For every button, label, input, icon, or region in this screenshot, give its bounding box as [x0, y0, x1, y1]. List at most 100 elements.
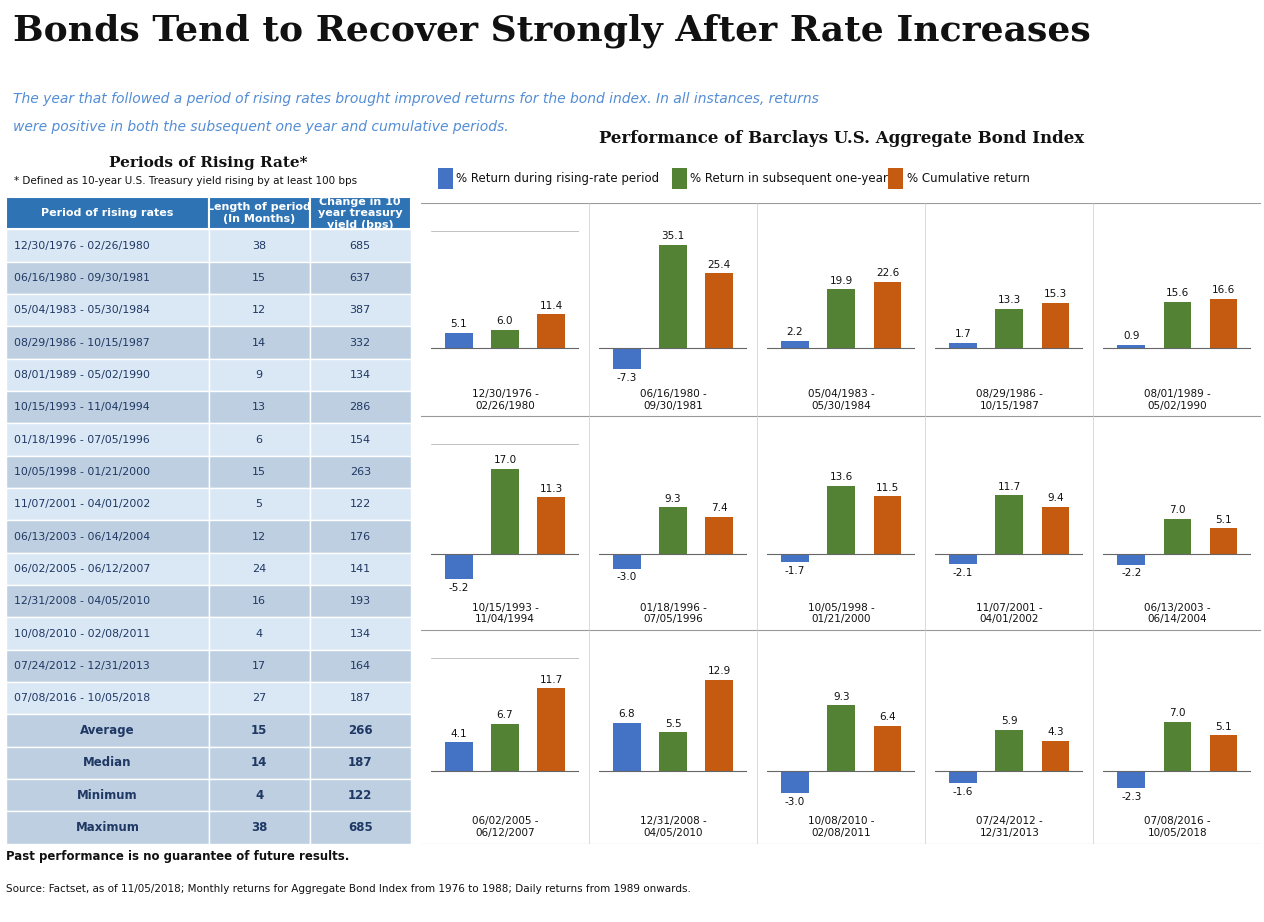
Bar — [209, 359, 310, 391]
Text: 07/24/2012 - 12/31/2013: 07/24/2012 - 12/31/2013 — [14, 661, 150, 671]
Text: 06/16/1980 -
09/30/1981: 06/16/1980 - 09/30/1981 — [640, 389, 707, 411]
Text: 12/30/1976 - 02/26/1980: 12/30/1976 - 02/26/1980 — [14, 241, 150, 251]
Text: 07/24/2012 -
12/31/2013: 07/24/2012 - 12/31/2013 — [976, 816, 1043, 838]
Bar — [6, 294, 209, 326]
Bar — [6, 715, 209, 747]
Text: 5.5: 5.5 — [665, 718, 681, 728]
Text: 17.0: 17.0 — [493, 455, 517, 466]
Bar — [310, 391, 411, 423]
Text: 11.7: 11.7 — [540, 675, 562, 685]
Bar — [660, 732, 686, 772]
Text: 15: 15 — [252, 467, 267, 477]
Bar — [1210, 299, 1237, 348]
Text: 16: 16 — [252, 597, 267, 606]
Text: 164: 164 — [350, 661, 370, 671]
Text: 01/18/1996 - 07/05/1996: 01/18/1996 - 07/05/1996 — [14, 434, 150, 444]
Text: 193: 193 — [350, 597, 370, 606]
Text: 08/01/1989 -
05/02/1990: 08/01/1989 - 05/02/1990 — [1144, 389, 1211, 411]
Text: 134: 134 — [350, 629, 370, 639]
Text: 08/29/1986 - 10/15/1987: 08/29/1986 - 10/15/1987 — [14, 337, 150, 348]
Text: 38: 38 — [252, 821, 267, 834]
Bar — [492, 469, 518, 553]
Text: 12: 12 — [252, 531, 267, 541]
Text: 15.6: 15.6 — [1165, 289, 1189, 298]
Bar — [1164, 722, 1191, 772]
Text: Periods of Rising Rate*: Periods of Rising Rate* — [109, 156, 308, 170]
Text: Minimum: Minimum — [77, 788, 138, 801]
Text: 176: 176 — [350, 531, 370, 541]
Text: 9.4: 9.4 — [1047, 493, 1064, 503]
Text: 12: 12 — [252, 305, 267, 315]
Bar — [705, 273, 733, 348]
Text: 17: 17 — [252, 661, 267, 671]
Text: 05/04/1983 - 05/30/1984: 05/04/1983 - 05/30/1984 — [14, 305, 150, 315]
Text: 5.9: 5.9 — [1001, 715, 1018, 726]
Text: 11/07/2001 - 04/01/2002: 11/07/2001 - 04/01/2002 — [14, 499, 150, 509]
Text: 2.2: 2.2 — [786, 327, 804, 337]
Text: 4.1: 4.1 — [450, 728, 468, 739]
Bar — [828, 486, 854, 553]
Bar — [310, 423, 411, 455]
Bar — [537, 689, 565, 772]
Bar — [6, 520, 209, 552]
Text: 11.5: 11.5 — [876, 483, 899, 492]
Bar — [781, 553, 809, 562]
Bar — [996, 729, 1023, 772]
Text: -2.2: -2.2 — [1121, 568, 1141, 578]
Bar — [537, 314, 565, 348]
Bar — [209, 682, 310, 715]
Text: 187: 187 — [350, 693, 370, 703]
Bar — [660, 245, 686, 348]
Text: 263: 263 — [350, 467, 370, 477]
Bar — [873, 726, 901, 772]
Bar — [6, 618, 209, 650]
Bar — [310, 618, 411, 650]
Text: 14: 14 — [252, 337, 267, 348]
Text: 387: 387 — [350, 305, 370, 315]
Text: % Return during rising-rate period: % Return during rising-rate period — [456, 172, 660, 185]
Text: 07/08/2016 -
10/05/2018: 07/08/2016 - 10/05/2018 — [1144, 816, 1211, 838]
Text: 5.1: 5.1 — [1215, 514, 1232, 525]
Text: 06/02/2005 -
06/12/2007: 06/02/2005 - 06/12/2007 — [471, 816, 538, 838]
Bar — [209, 811, 310, 844]
Bar — [310, 650, 411, 682]
Text: Length of period
(In Months): Length of period (In Months) — [207, 203, 311, 224]
Text: 4.3: 4.3 — [1047, 727, 1064, 738]
Text: 16.6: 16.6 — [1212, 285, 1235, 295]
Bar — [6, 197, 209, 230]
Bar — [6, 650, 209, 682]
Text: 13: 13 — [252, 402, 267, 412]
Text: Change in 10
year treasury
yield (bps): Change in 10 year treasury yield (bps) — [319, 196, 402, 230]
Bar — [209, 715, 310, 747]
Text: 15.3: 15.3 — [1044, 290, 1067, 299]
Text: -1.7: -1.7 — [785, 566, 805, 575]
Bar — [310, 682, 411, 715]
Bar — [310, 552, 411, 585]
Text: 122: 122 — [350, 499, 370, 509]
Bar — [209, 650, 310, 682]
Bar — [6, 682, 209, 715]
Text: 6.4: 6.4 — [878, 713, 896, 722]
Text: -7.3: -7.3 — [617, 372, 637, 383]
Text: 154: 154 — [350, 434, 370, 444]
Text: 266: 266 — [348, 724, 373, 737]
Bar — [492, 724, 518, 772]
Text: -2.3: -2.3 — [1121, 791, 1141, 801]
Bar — [1210, 528, 1237, 553]
Text: 22.6: 22.6 — [876, 267, 899, 278]
Bar — [310, 262, 411, 294]
Bar — [6, 488, 209, 520]
Bar — [1042, 741, 1069, 772]
Text: 6: 6 — [255, 434, 263, 444]
Text: -2.1: -2.1 — [953, 568, 973, 578]
Text: 13.6: 13.6 — [829, 472, 853, 482]
Text: 10/15/1993 - 11/04/1994: 10/15/1993 - 11/04/1994 — [14, 402, 150, 412]
Text: 11.4: 11.4 — [540, 301, 562, 311]
Bar — [492, 330, 518, 348]
Bar — [1117, 553, 1145, 564]
Bar — [6, 747, 209, 779]
Bar — [209, 197, 310, 230]
Bar — [613, 348, 641, 369]
Text: 12/31/2008 -
04/05/2010: 12/31/2008 - 04/05/2010 — [640, 816, 707, 838]
Bar — [613, 553, 641, 569]
